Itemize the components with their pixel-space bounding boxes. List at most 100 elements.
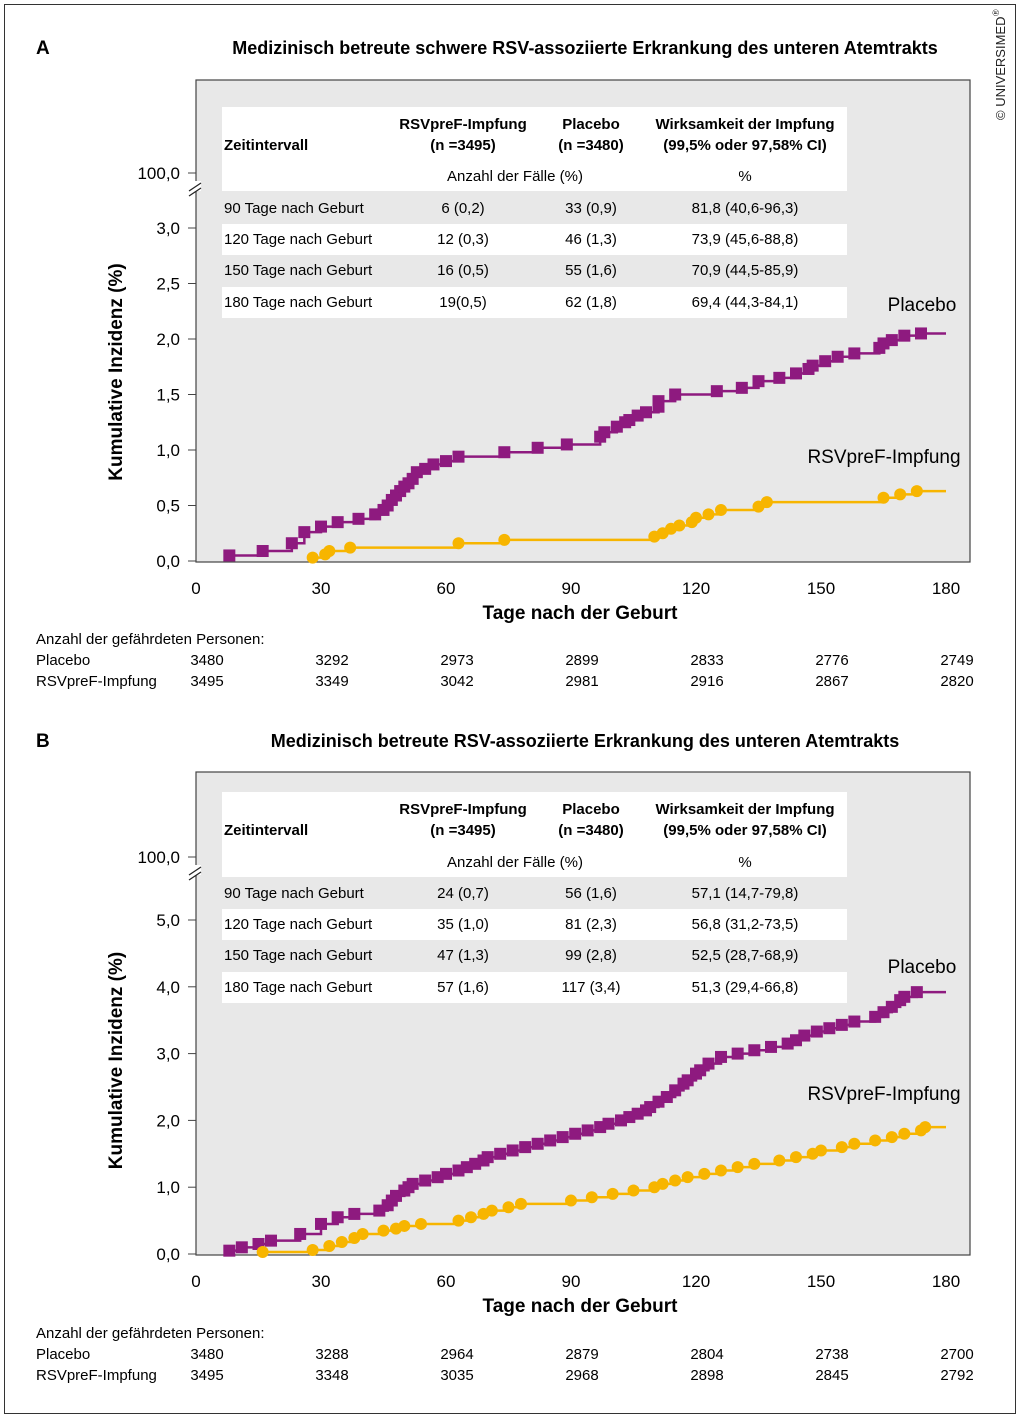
at-risk-value: 2916: [690, 673, 723, 690]
vaccine-point: [835, 1141, 848, 1154]
table-subheader-bg: [222, 160, 847, 191]
y-axis-title: Kumulative Inzidenz (%): [106, 952, 127, 1169]
at-risk-value: 2792: [940, 1367, 973, 1384]
y-tick-label: 5,0: [156, 911, 180, 930]
table-header-interval: Zeitintervall: [224, 822, 308, 839]
table-header-interval: Zeitintervall: [224, 137, 308, 154]
at-risk-group-label: Placebo: [36, 652, 90, 669]
vaccine-point: [356, 1227, 369, 1240]
at-risk-value: 2833: [690, 652, 723, 669]
table-cell-efficacy: 52,5 (28,7-68,9): [692, 947, 799, 964]
at-risk-group-label: RSVpreF-Impfung: [36, 673, 157, 690]
table-header-placebo: Placebo: [562, 116, 620, 133]
x-tick-label: 120: [682, 1272, 710, 1291]
x-tick-label: 60: [437, 1272, 456, 1291]
table-header-efficacy: Wirksamkeit der Impfung: [655, 116, 834, 133]
x-tick-label: 30: [312, 1272, 331, 1291]
at-risk-value: 3480: [190, 1346, 223, 1363]
table-header-efficacy-ci: (99,5% oder 97,58% CI): [663, 137, 826, 154]
placebo-point: [419, 1174, 432, 1187]
panel-a: A Medizinisch betreute schwere RSV-assozi…: [36, 38, 974, 690]
placebo-point: [715, 1050, 727, 1063]
at-risk-group-label: RSVpreF-Impfung: [36, 1367, 157, 1384]
table-cell-interval: 150 Tage nach Geburt: [224, 947, 373, 964]
vaccine-point: [815, 1144, 827, 1157]
vaccine-point: [606, 1187, 619, 1200]
vaccine-point: [627, 1184, 640, 1197]
placebo-point: [265, 1234, 277, 1247]
placebo-point: [752, 375, 765, 388]
placebo-point: [898, 329, 911, 342]
at-risk-value: 3480: [190, 652, 223, 669]
vaccine-point: [731, 1161, 744, 1174]
vaccine-point: [790, 1151, 802, 1164]
table-cell-placebo: 99 (2,8): [565, 947, 617, 964]
table-cell-vaccine: 47 (1,3): [437, 947, 489, 964]
table-cell-placebo: 33 (0,9): [565, 200, 617, 217]
table-subheader-percent: %: [738, 168, 751, 185]
vaccine-point: [485, 1204, 498, 1217]
at-risk-value: 3349: [315, 673, 348, 690]
at-risk-title: Anzahl der gefährdeten Personen:: [36, 631, 265, 648]
table-cell-vaccine: 6 (0,2): [441, 200, 484, 217]
vaccine-point: [715, 503, 727, 516]
panel-b: B Medizinisch betreute RSV-assoziierte Er…: [36, 731, 974, 1384]
placebo-point: [348, 1207, 361, 1220]
vaccine-point: [919, 1121, 932, 1134]
x-tick-label: 60: [437, 579, 456, 598]
table-cell-placebo: 62 (1,8): [565, 294, 617, 311]
vaccine-point: [585, 1191, 598, 1204]
at-risk-value: 2981: [565, 673, 598, 690]
at-risk-value: 2973: [440, 652, 473, 669]
table-row-bg: [222, 909, 847, 940]
placebo-point: [223, 1244, 236, 1257]
axis-break-gap: [189, 865, 201, 875]
placebo-point: [352, 512, 365, 525]
at-risk-value: 3495: [190, 1367, 223, 1384]
table-row-bg: [222, 224, 847, 255]
placebo-point: [481, 1151, 494, 1164]
x-tick-label: 150: [807, 1272, 835, 1291]
at-risk-value: 2899: [565, 652, 598, 669]
vaccine-point: [656, 1177, 669, 1190]
vaccine-point: [702, 508, 715, 521]
x-tick-label: 30: [312, 579, 331, 598]
y-tick-label: 3,0: [156, 219, 180, 238]
x-axis-title: Tage nach der Geburt: [483, 1296, 679, 1317]
copyright-group: © UNIVERSIMED®: [991, 9, 1008, 120]
vaccine-point: [498, 533, 511, 546]
table-cell-placebo: 46 (1,3): [565, 231, 617, 248]
table-cell-interval: 120 Tage nach Geburt: [224, 916, 373, 933]
vaccine-point: [669, 1174, 682, 1187]
vaccine-point: [323, 1239, 336, 1252]
placebo-point: [498, 446, 511, 459]
vaccine-point: [910, 485, 923, 498]
table-header-bg: [222, 107, 847, 160]
vaccine-point: [715, 1164, 727, 1177]
placebo-point: [765, 1040, 777, 1053]
table-cell-interval: 90 Tage nach Geburt: [224, 885, 365, 902]
panel-title: Medizinisch betreute schwere RSV-assozii…: [232, 38, 938, 58]
at-risk-group-label: Placebo: [36, 1346, 90, 1363]
table-header-placebo: Placebo: [562, 801, 620, 818]
at-risk-value: 2879: [565, 1346, 598, 1363]
placebo-point: [440, 455, 452, 468]
placebo-point: [885, 334, 898, 347]
figure-frame: [4, 4, 1016, 1414]
placebo-point: [735, 381, 748, 394]
table-header-vaccine-n: (n =3495): [430, 822, 495, 839]
x-tick-label: 180: [932, 1272, 960, 1291]
at-risk-value: 2804: [690, 1346, 723, 1363]
table-subheader-cases: Anzahl der Fälle (%): [447, 854, 583, 871]
table-header-placebo-n: (n =3480): [558, 822, 623, 839]
placebo-point: [315, 520, 327, 533]
copyright-mark: ®: [991, 9, 1001, 16]
x-axis-title: Tage nach der Geburt: [483, 603, 679, 624]
y-tick-label: 0,5: [156, 497, 180, 516]
placebo-point: [569, 1127, 582, 1140]
x-tick-label: 120: [682, 579, 710, 598]
axis-break-gap: [189, 181, 201, 191]
at-risk-value: 3042: [440, 673, 473, 690]
vaccine-point: [673, 519, 686, 532]
table-cell-efficacy: 51,3 (29,4-66,8): [692, 979, 799, 996]
